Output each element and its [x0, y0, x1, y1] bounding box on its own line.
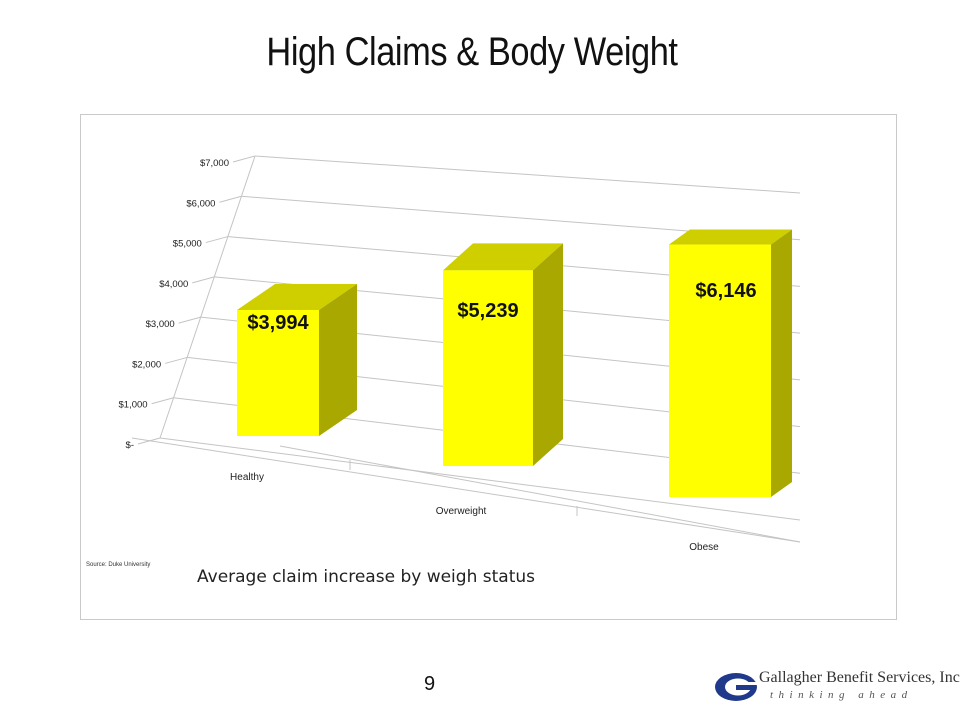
bar-side-face — [533, 243, 563, 466]
bar-healthy: $3,994 — [237, 283, 357, 436]
chart-source: Source: Duke University — [86, 562, 150, 568]
bar-top-face — [443, 243, 563, 271]
bar-side-face — [771, 229, 792, 497]
bar-front-face — [443, 270, 533, 466]
y-tick-label: $- — [126, 440, 134, 451]
bar-top-face — [669, 229, 792, 245]
axis-tick — [205, 236, 228, 244]
x-axis-tick-labels: Healthy Overweight Obese — [230, 472, 719, 553]
floor-edge — [131, 437, 801, 543]
x-tick-label: Obese — [689, 542, 719, 553]
logo-name: Gallagher Benefit Services, Inc. — [759, 669, 960, 686]
gridline — [254, 155, 801, 194]
y-tick-label: $6,000 — [186, 198, 215, 209]
logo-tagline: thinking ahead — [770, 689, 913, 701]
x-tick-label: Overweight — [436, 506, 487, 517]
slide-title: High Claims & Body Weight — [266, 30, 678, 74]
axis-tick — [178, 316, 201, 324]
bar-obese: $6,146 — [669, 229, 792, 497]
floor-edge — [279, 445, 801, 543]
chart-caption: Average claim increase by weigh status — [197, 567, 535, 587]
chart-bars: $3,994 $5,239 $6,146 — [237, 229, 792, 497]
bar-value-label: $3,994 — [247, 312, 309, 334]
y-tick-label: $5,000 — [173, 239, 202, 250]
axis-tick — [151, 397, 174, 405]
bar-front-face — [237, 309, 319, 436]
page-number: 9 — [424, 673, 436, 695]
y-axis-tick-labels: $- $1,000 $2,000 $3,000 $4,000 $5,000 $6,000 $7… — [119, 158, 229, 451]
logo-mark-icon — [715, 673, 758, 701]
axis-line — [159, 155, 256, 439]
bar-value-label: $5,239 — [457, 300, 518, 322]
axis-tick — [232, 155, 256, 163]
axis-tick — [165, 356, 188, 364]
bar-side-face — [319, 283, 357, 436]
bar-value-label: $6,146 — [695, 280, 756, 302]
bar-top-face — [237, 283, 357, 310]
y-tick-label: $7,000 — [200, 158, 229, 169]
bar-front-face — [669, 244, 771, 497]
axis-tick — [192, 276, 215, 284]
axis-tick — [219, 195, 242, 203]
company-logo: Gallagher Benefit Services, Inc. thinkin… — [714, 669, 960, 709]
x-tick-label: Healthy — [230, 472, 264, 483]
bar-overweight: $5,239 — [443, 243, 563, 466]
y-tick-label: $1,000 — [119, 400, 148, 411]
y-tick-label: $3,000 — [146, 319, 175, 330]
y-tick-label: $4,000 — [159, 279, 188, 290]
gridline — [159, 437, 801, 521]
bar-chart: $- $1,000 $2,000 $3,000 $4,000 $5,000 $6,000 $7… — [86, 155, 801, 587]
y-tick-label: $2,000 — [132, 359, 161, 370]
